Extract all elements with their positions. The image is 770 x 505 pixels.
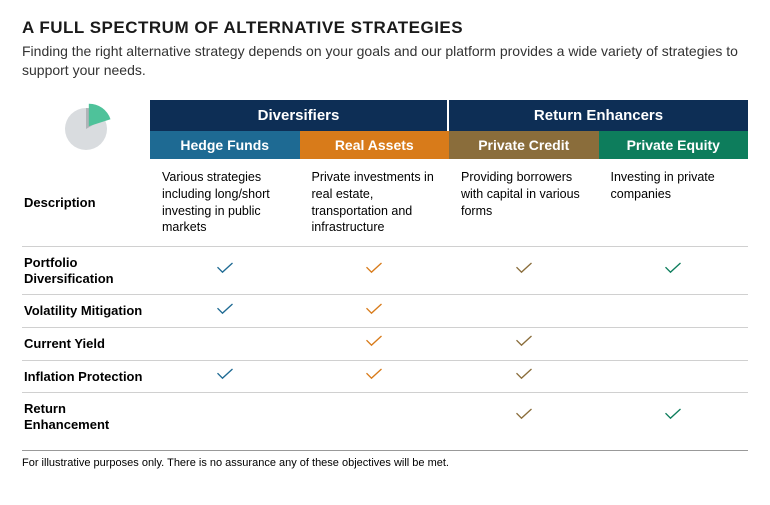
row-label: Return Enhancement	[22, 393, 150, 440]
check-cell	[449, 247, 599, 294]
column-header: Private Equity	[599, 131, 749, 159]
check-icon	[215, 261, 235, 280]
check-cell	[300, 393, 450, 440]
description-cell: Investing in private companies	[599, 159, 749, 247]
group-header: Return Enhancers	[449, 100, 748, 131]
page-title: A FULL SPECTRUM OF ALTERNATIVE STRATEGIE…	[22, 18, 748, 38]
row-label: Current Yield	[22, 328, 150, 360]
check-cell	[449, 361, 599, 393]
check-cell	[300, 328, 450, 360]
check-cell	[150, 393, 300, 440]
check-cell	[300, 247, 450, 294]
check-cell	[599, 247, 749, 294]
check-cell	[599, 361, 749, 393]
check-icon	[215, 302, 235, 321]
check-icon	[215, 367, 235, 386]
description-cell: Various strategies including long/short …	[150, 159, 300, 247]
check-icon	[514, 407, 534, 426]
check-icon	[364, 334, 384, 353]
check-cell	[150, 328, 300, 360]
row-label: Description	[22, 159, 150, 247]
check-cell	[300, 295, 450, 327]
column-header: Real Assets	[300, 131, 450, 159]
check-cell	[150, 247, 300, 294]
check-cell	[300, 361, 450, 393]
check-icon	[663, 407, 683, 426]
check-cell	[599, 328, 749, 360]
check-icon	[514, 261, 534, 280]
strategy-table: DiversifiersReturn EnhancersHedge FundsR…	[22, 100, 748, 441]
pie-icon	[22, 100, 150, 159]
page-subtitle: Finding the right alternative strategy d…	[22, 42, 748, 80]
row-label: Inflation Protection	[22, 361, 150, 393]
check-cell	[449, 295, 599, 327]
check-cell	[150, 295, 300, 327]
check-cell	[449, 393, 599, 440]
check-icon	[663, 261, 683, 280]
check-icon	[364, 367, 384, 386]
check-cell	[150, 361, 300, 393]
check-cell	[599, 295, 749, 327]
row-label: Portfolio Diversification	[22, 247, 150, 294]
check-cell	[599, 393, 749, 440]
check-icon	[364, 302, 384, 321]
check-icon	[514, 367, 534, 386]
description-cell: Providing borrowers with capital in vari…	[449, 159, 599, 247]
footnote: For illustrative purposes only. There is…	[22, 450, 748, 469]
column-header: Hedge Funds	[150, 131, 300, 159]
group-header: Diversifiers	[150, 100, 449, 131]
check-icon	[364, 261, 384, 280]
column-header: Private Credit	[449, 131, 599, 159]
row-label: Volatility Mitigation	[22, 295, 150, 327]
check-cell	[449, 328, 599, 360]
check-icon	[514, 334, 534, 353]
description-cell: Private investments in real estate, tran…	[300, 159, 450, 247]
